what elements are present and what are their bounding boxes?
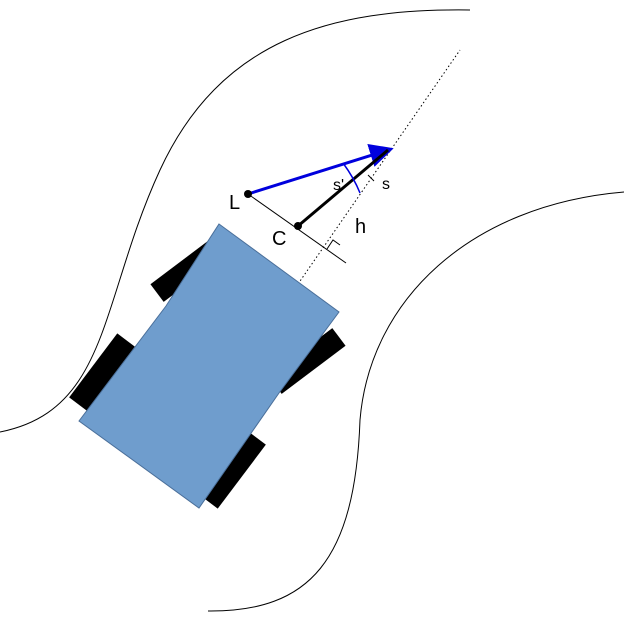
label-C: C	[272, 228, 286, 250]
label-s-prime: s'	[333, 177, 344, 194]
s-prime-arc	[342, 162, 361, 194]
road-right-edge	[207, 191, 624, 612]
vehicle-body	[78, 223, 340, 509]
lookahead-vector	[247, 143, 394, 196]
heading-extension-line	[297, 49, 461, 285]
label-L: L	[229, 192, 240, 214]
wheel-rear-left	[69, 333, 135, 411]
right-angle-marker	[326, 239, 341, 250]
s-tick-mark	[367, 174, 375, 182]
wheel-rear-right	[200, 431, 266, 509]
label-h: h	[355, 216, 366, 238]
point-L	[244, 190, 252, 198]
road-left-edge	[0, 9, 471, 433]
point-C	[294, 222, 302, 230]
label-s: s	[382, 176, 390, 193]
heading-vector	[297, 148, 389, 228]
